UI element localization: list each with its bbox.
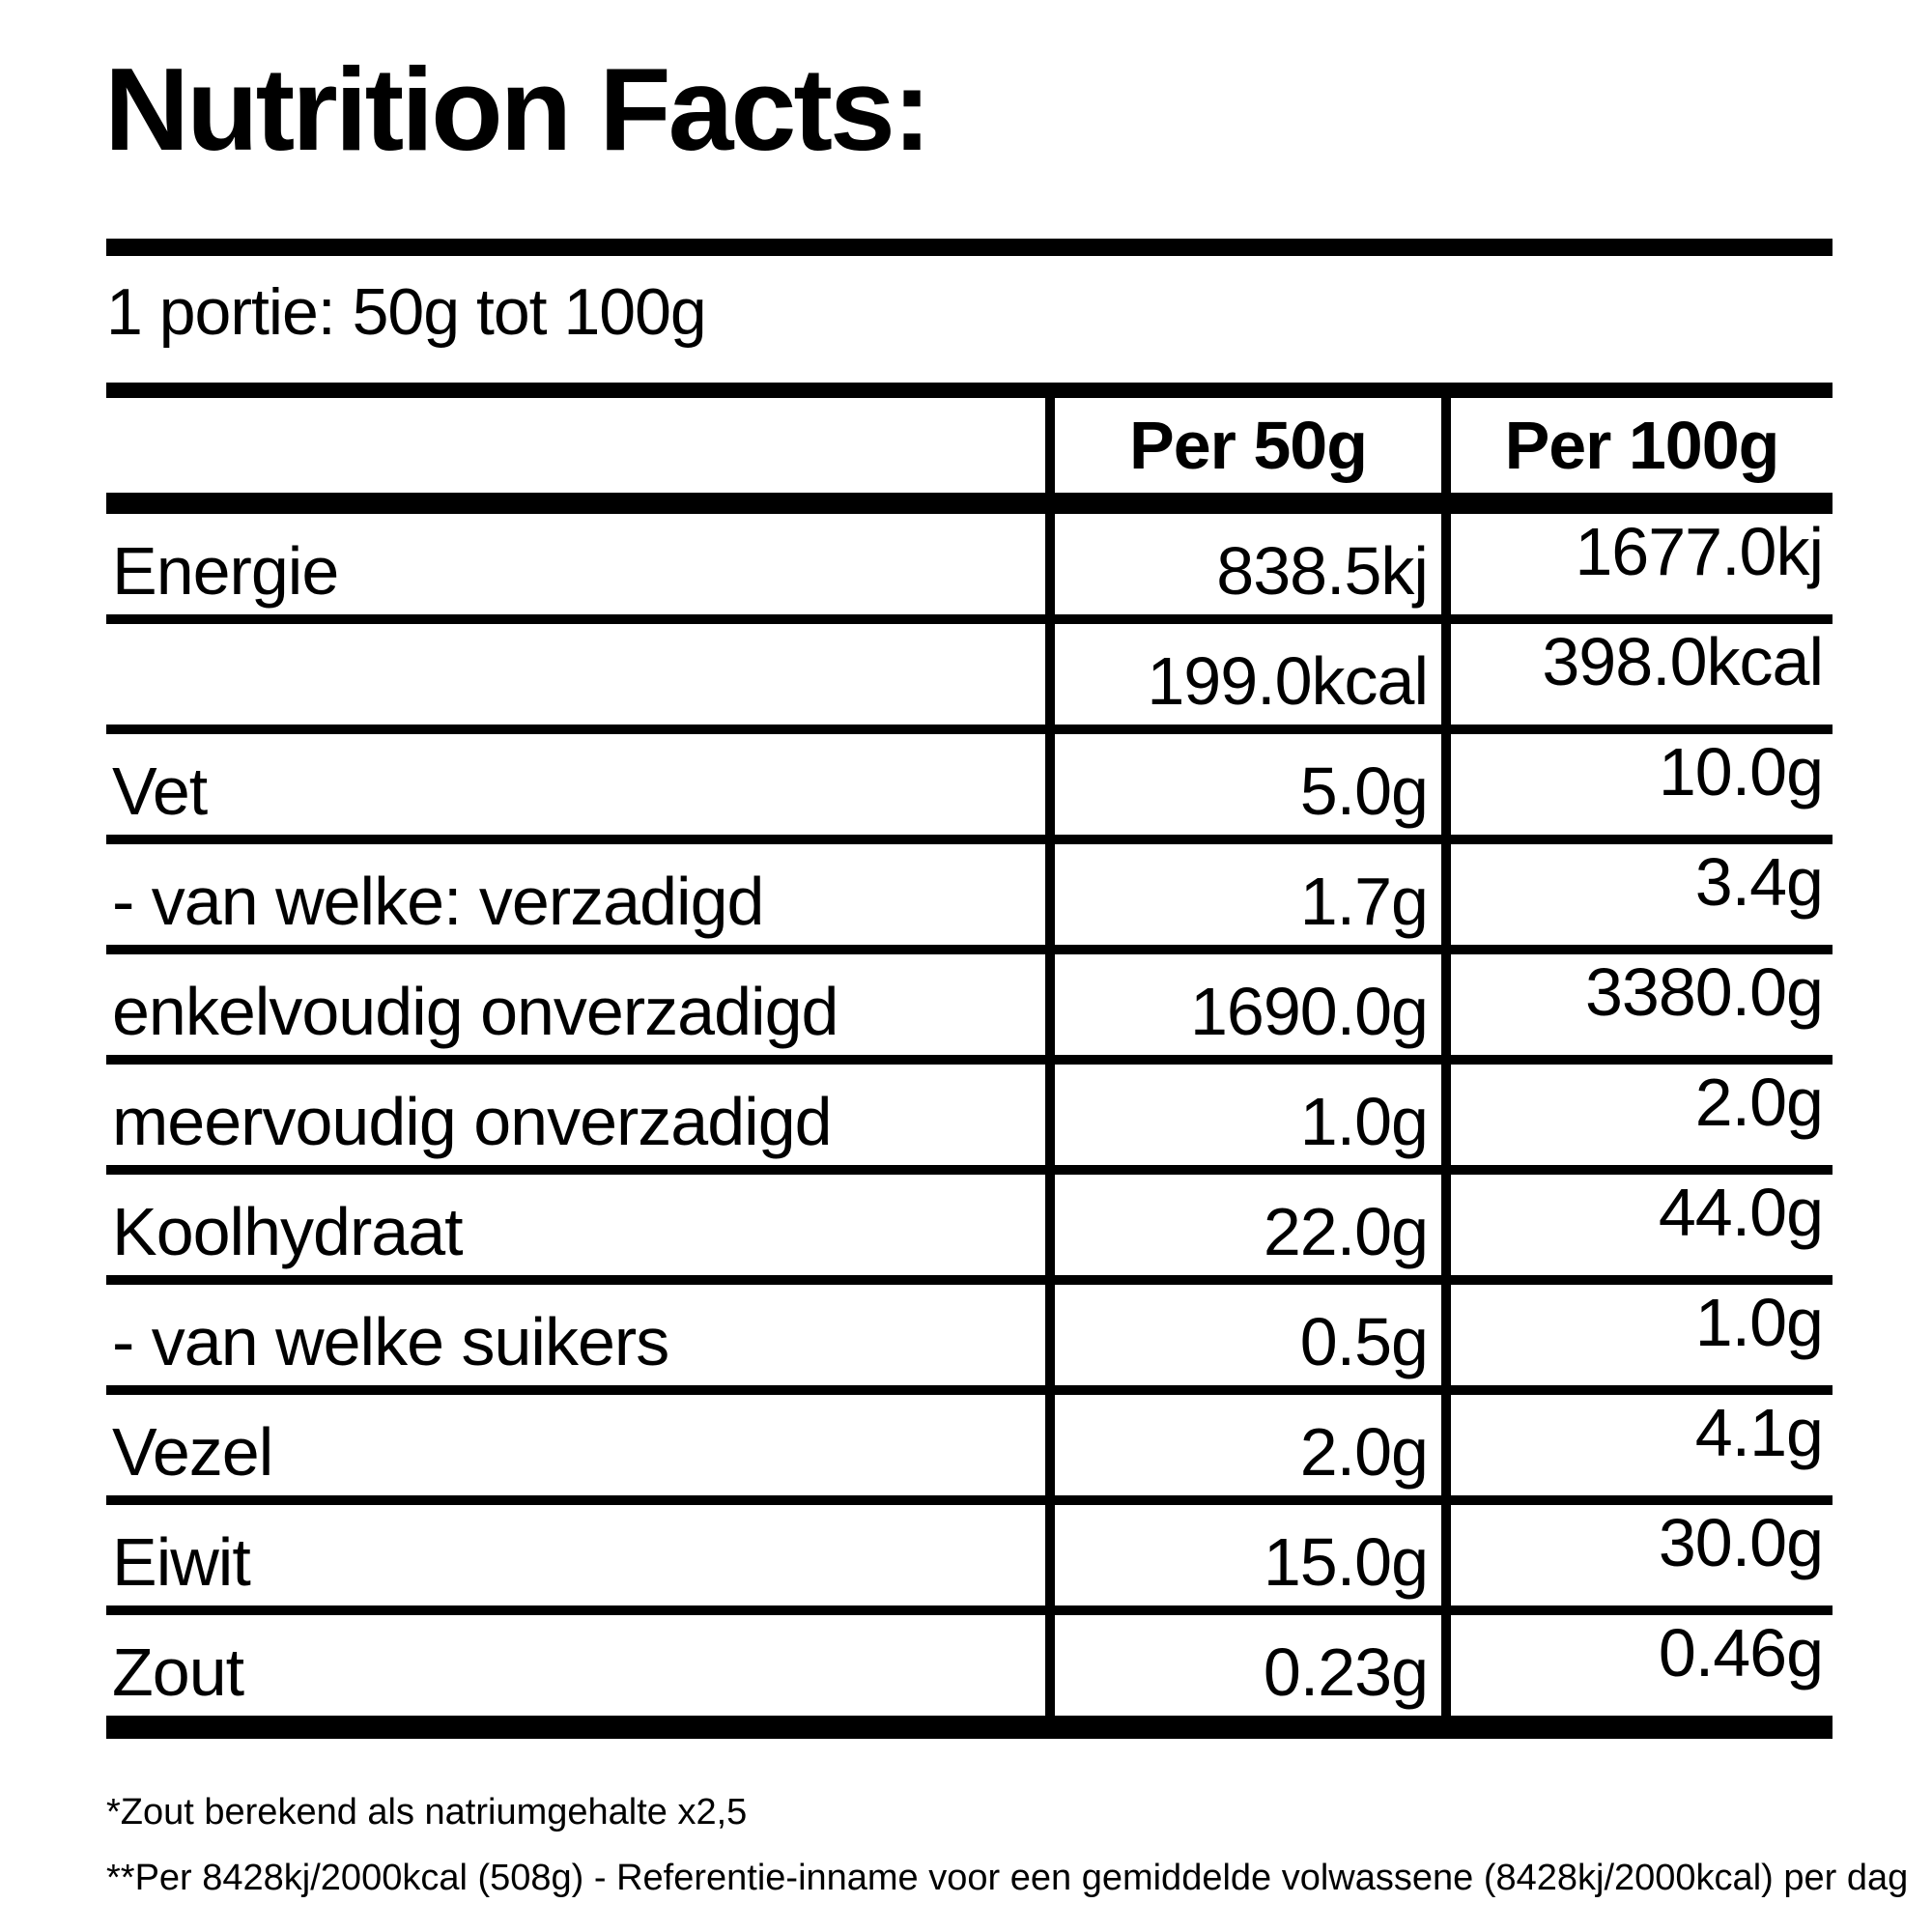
per50g-value-cell: 0.5g — [1045, 1285, 1441, 1385]
table-header-row: Per 50g Per 100g — [106, 398, 1833, 514]
header-per50g-cell: Per 50g — [1045, 398, 1441, 493]
nutrient-label-cell — [106, 624, 1045, 724]
per50g-value-cell: 2.0g — [1045, 1395, 1441, 1495]
per50g-value-cell: 1.7g — [1045, 844, 1441, 945]
nutrient-label-cell: enkelvoudig onverzadigd — [112, 974, 838, 1049]
per50g-value-cell: 22.0g — [1045, 1175, 1441, 1275]
table-row: meervoudig onverzadigd 1.0g 2.0g — [106, 1065, 1833, 1175]
header-per100g-cell: Per 100g — [1441, 398, 1833, 493]
table-row: Vet 5.0g 10.0g — [106, 734, 1833, 844]
table-row: - van welke: verzadigd 1.7g 3.4g — [106, 844, 1833, 954]
nutrient-label-cell: Energie — [112, 533, 339, 609]
table-row: enkelvoudig onverzadigd 1690.0g 3380.0g — [106, 954, 1833, 1065]
title-divider — [106, 239, 1833, 256]
table-row: - van welke suikers 0.5g 1.0g — [106, 1285, 1833, 1395]
nutrient-label-cell: meervoudig onverzadigd — [112, 1084, 833, 1159]
nutrient-label-cell: Vet — [112, 753, 208, 829]
nutrient-label-cell: Vezel — [112, 1414, 273, 1490]
table-row: 199.0kcal 398.0kcal — [106, 624, 1833, 734]
per100g-value-cell: 2.0g — [1441, 1065, 1833, 1165]
per50g-value-cell: 1.0g — [1045, 1065, 1441, 1165]
nutrient-label-cell: - van welke: verzadigd — [112, 864, 764, 939]
per100g-value-cell: 44.0g — [1441, 1175, 1833, 1275]
table-row: Zout 0.23g 0.46g — [106, 1615, 1833, 1739]
per100g-value-cell: 398.0kcal — [1441, 624, 1833, 724]
table-row: Koolhydraat 22.0g 44.0g — [106, 1175, 1833, 1285]
serving-size-line: 1 portie: 50g tot 100g — [106, 275, 707, 349]
per50g-value-cell: 199.0kcal — [1045, 624, 1441, 724]
nutrient-label-cell: - van welke suikers — [112, 1304, 669, 1379]
per100g-value-cell: 1677.0kj — [1441, 514, 1833, 614]
per50g-value-cell: 5.0g — [1045, 734, 1441, 835]
nutrient-label-cell: Koolhydraat — [112, 1194, 464, 1269]
nutrition-table: Per 50g Per 100g Energie 838.5kj 1677.0k… — [106, 383, 1833, 1739]
table-row: Eiwit 15.0g 30.0g — [106, 1505, 1833, 1615]
table-row: Energie 838.5kj 1677.0kj — [106, 514, 1833, 624]
per100g-value-cell: 3.4g — [1441, 844, 1833, 945]
per50g-value-cell: 1690.0g — [1045, 954, 1441, 1055]
nutrient-label-cell: Zout — [112, 1634, 244, 1710]
header-label-cell — [106, 398, 1045, 493]
per100g-value-cell: 3380.0g — [1441, 954, 1833, 1055]
footnote-salt: *Zout berekend als natriumgehalte x2,5 — [106, 1792, 748, 1833]
footnote-reference-intake: **Per 8428kj/2000kcal (508g) - Referenti… — [106, 1858, 1909, 1899]
per100g-value-cell: 10.0g — [1441, 734, 1833, 835]
footnotes: *Zout berekend als natriumgehalte x2,5 *… — [106, 1779, 1908, 1912]
per50g-value-cell: 15.0g — [1045, 1505, 1441, 1605]
per100g-value-cell: 1.0g — [1441, 1285, 1833, 1385]
per50g-value-cell: 0.23g — [1045, 1615, 1441, 1716]
per50g-value-cell: 838.5kj — [1045, 514, 1441, 614]
table-row: Vezel 2.0g 4.1g — [106, 1395, 1833, 1505]
per100g-value-cell: 4.1g — [1441, 1395, 1833, 1495]
per100g-value-cell: 0.46g — [1441, 1615, 1833, 1716]
page-title: Nutrition Facts: — [104, 43, 931, 175]
nutrient-label-cell: Eiwit — [112, 1524, 251, 1600]
per100g-value-cell: 30.0g — [1441, 1505, 1833, 1605]
